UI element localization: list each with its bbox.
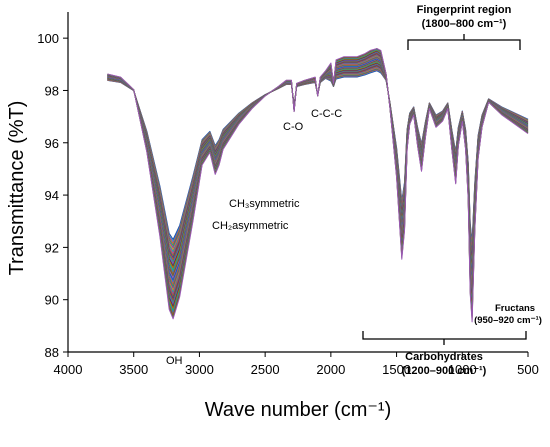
spectra-lines — [107, 48, 529, 323]
y-axis-title: Transmittance (%T) — [6, 101, 28, 276]
annotation-fructans-range: (950–920 cm⁻¹) — [474, 315, 542, 326]
annotation-ch3-symmetric: CH₃symmetric — [229, 198, 300, 210]
annotation-ch2-asymmetric: CH₂asymmetric — [212, 220, 289, 232]
spectrum-line — [107, 48, 529, 323]
annotation-fingerprint-title: Fingerprint region — [417, 4, 512, 16]
y-tick-label: 96 — [45, 136, 59, 151]
plot-frame — [67, 12, 528, 353]
y-tick-label: 94 — [45, 188, 59, 203]
x-tick-label: 1000 — [448, 362, 477, 377]
x-axis-title: Wave number (cm⁻¹) — [205, 399, 392, 421]
y-tick-label: 92 — [45, 240, 59, 255]
x-tick-label: 4000 — [54, 362, 83, 377]
x-tick-label: 3000 — [185, 362, 214, 377]
annotation-fingerprint-range: (1800–800 cm⁻¹) — [422, 18, 507, 30]
x-tick-label: 3500 — [119, 362, 148, 377]
fingerprint-bracket — [407, 34, 521, 50]
annotation-carbohydrates-range: (1200–900 cm⁻¹) — [402, 365, 487, 377]
y-tick-label: 98 — [45, 83, 59, 98]
annotation-oh: OH — [166, 355, 183, 367]
y-tick-label: 90 — [45, 293, 59, 308]
x-tick-label: 1500 — [382, 362, 411, 377]
y-tick-label: 88 — [45, 345, 59, 360]
carbohydrates-bracket — [362, 331, 527, 345]
x-tick-label: 500 — [517, 362, 539, 377]
annotation-carbohydrates-title: Carbohydrates — [405, 351, 483, 363]
x-tick-label: 2000 — [316, 362, 345, 377]
x-tick-label: 2500 — [251, 362, 280, 377]
annotation-c-o: C-O — [283, 121, 304, 133]
y-ticks: 88 90 92 94 96 98 100 — [37, 31, 68, 360]
x-ticks: 4000 3500 3000 2500 2000 1500 1000 500 — [54, 352, 539, 377]
annotation-c-c-c: C-C-C — [311, 108, 342, 120]
annotation-fructans-title: Fructans — [495, 303, 535, 314]
y-tick-label: 100 — [37, 31, 59, 46]
